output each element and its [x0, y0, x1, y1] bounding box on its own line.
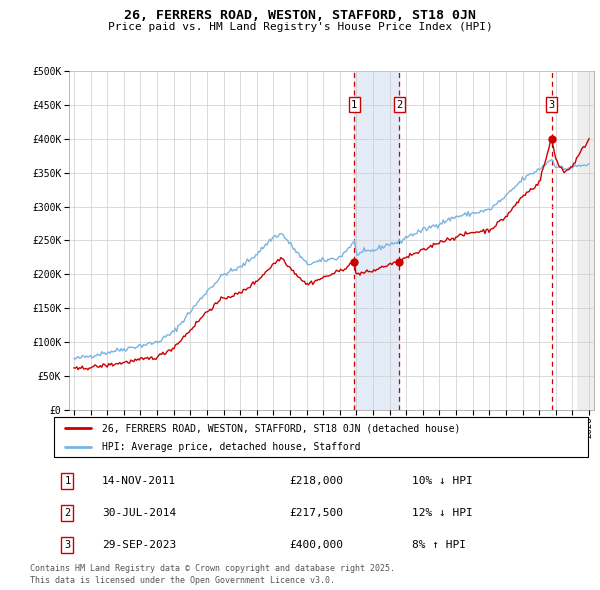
Text: 3: 3	[64, 540, 70, 550]
Text: 8% ↑ HPI: 8% ↑ HPI	[412, 540, 466, 550]
Text: 29-SEP-2023: 29-SEP-2023	[102, 540, 176, 550]
Text: 26, FERRERS ROAD, WESTON, STAFFORD, ST18 0JN (detached house): 26, FERRERS ROAD, WESTON, STAFFORD, ST18…	[102, 424, 460, 434]
Text: 12% ↓ HPI: 12% ↓ HPI	[412, 509, 473, 518]
Text: HPI: Average price, detached house, Stafford: HPI: Average price, detached house, Staf…	[102, 442, 361, 452]
Text: 2: 2	[396, 100, 403, 110]
Bar	[577, 71, 594, 410]
Text: £218,000: £218,000	[289, 476, 343, 486]
Text: 30-JUL-2014: 30-JUL-2014	[102, 509, 176, 518]
Text: 10% ↓ HPI: 10% ↓ HPI	[412, 476, 473, 486]
Text: 26, FERRERS ROAD, WESTON, STAFFORD, ST18 0JN: 26, FERRERS ROAD, WESTON, STAFFORD, ST18…	[124, 9, 476, 22]
Text: 1: 1	[351, 100, 358, 110]
Text: Contains HM Land Registry data © Crown copyright and database right 2025.: Contains HM Land Registry data © Crown c…	[30, 565, 395, 573]
Text: This data is licensed under the Open Government Licence v3.0.: This data is licensed under the Open Gov…	[30, 576, 335, 585]
Text: £400,000: £400,000	[289, 540, 343, 550]
Text: £217,500: £217,500	[289, 509, 343, 518]
FancyBboxPatch shape	[54, 417, 588, 457]
Text: 1: 1	[64, 476, 70, 486]
Text: 2: 2	[64, 509, 70, 518]
Text: 3: 3	[548, 100, 555, 110]
Text: 14-NOV-2011: 14-NOV-2011	[102, 476, 176, 486]
Bar	[354, 71, 399, 410]
Text: Price paid vs. HM Land Registry's House Price Index (HPI): Price paid vs. HM Land Registry's House …	[107, 22, 493, 32]
